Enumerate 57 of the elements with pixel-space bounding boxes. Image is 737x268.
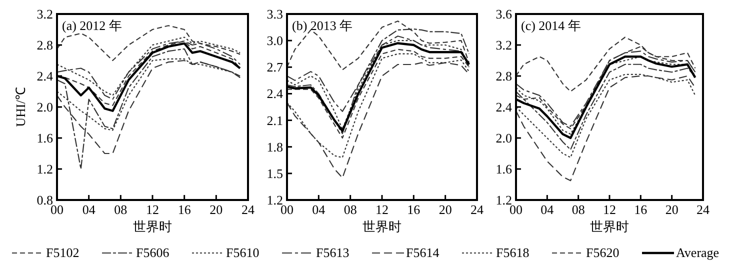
x-tick-label: 20 bbox=[438, 202, 452, 217]
y-tick-label: 2.7 bbox=[266, 60, 284, 75]
y-tick-label: 2.1 bbox=[266, 112, 283, 128]
y-tick-label: 3.0 bbox=[266, 33, 283, 48]
x-tick-label: 12 bbox=[603, 202, 616, 217]
x-tick-label: 12 bbox=[376, 202, 388, 217]
y-tick-label: 2.0 bbox=[36, 100, 53, 114]
x-tick-label: 24 bbox=[470, 202, 484, 217]
y-tick-label: 2.0 bbox=[496, 130, 512, 146]
x-tick-label: 00 bbox=[280, 202, 294, 217]
y-tick-label: 2.4 bbox=[496, 100, 512, 114]
y-axis-title: UHI/℃ bbox=[13, 87, 28, 127]
x-axis-title: 世界时 bbox=[590, 219, 629, 234]
y-tick-label: 2.4 bbox=[266, 86, 284, 102]
y-tick-label: 2.8 bbox=[36, 38, 53, 52]
chart-title: (c) 2014 年 bbox=[521, 18, 581, 33]
x-tick-label: 24 bbox=[242, 202, 255, 217]
x-tick-label: 20 bbox=[210, 202, 223, 217]
y-tick-label: 3.2 bbox=[496, 38, 512, 52]
legend-label: F5620 bbox=[586, 245, 620, 260]
y-tick-label: 1.8 bbox=[266, 139, 283, 154]
y-tick-label: 1.6 bbox=[496, 162, 512, 176]
y-tick-label: 1.2 bbox=[496, 192, 512, 208]
y-tick-label: 3.6 bbox=[496, 6, 512, 22]
x-axis-title: 世界时 bbox=[133, 219, 172, 234]
legend-label: F5606 bbox=[136, 245, 170, 260]
x-tick-label: 20 bbox=[665, 202, 678, 217]
x-axis-title: 世界时 bbox=[362, 219, 402, 234]
legend-label: Average bbox=[676, 245, 720, 260]
x-tick-label: 16 bbox=[178, 202, 192, 217]
chart-title: (a) 2012 年 bbox=[62, 18, 122, 33]
legend-label: F5614 bbox=[406, 245, 440, 260]
legend-label: F5613 bbox=[316, 245, 350, 260]
y-tick-label: 2.8 bbox=[496, 68, 512, 84]
x-tick-label: 08 bbox=[572, 202, 585, 217]
x-tick-label: 00 bbox=[510, 202, 522, 217]
y-tick-label: 0.8 bbox=[36, 192, 53, 208]
x-tick-label: 08 bbox=[114, 202, 128, 217]
y-tick-label: 1.2 bbox=[36, 162, 53, 176]
y-tick-label: 1.2 bbox=[266, 192, 283, 208]
x-tick-label: 24 bbox=[696, 202, 710, 217]
y-tick-label: 2.4 bbox=[36, 68, 54, 84]
y-tick-label: 1.5 bbox=[266, 166, 283, 181]
x-tick-label: 08 bbox=[344, 202, 357, 217]
y-tick-label: 1.6 bbox=[36, 130, 54, 146]
x-tick-label: 04 bbox=[312, 202, 326, 217]
chart-title: (b) 2013 年 bbox=[292, 18, 353, 33]
y-tick-label: 3.3 bbox=[266, 6, 283, 22]
x-tick-label: 16 bbox=[634, 202, 648, 217]
y-tick-label: 3.2 bbox=[36, 6, 53, 22]
legend-label: F5618 bbox=[496, 245, 530, 260]
x-tick-label: 04 bbox=[82, 202, 96, 217]
x-tick-label: 04 bbox=[540, 202, 554, 217]
x-tick-label: 16 bbox=[407, 202, 421, 217]
legend-label: F5102 bbox=[46, 245, 80, 260]
legend-label: F5610 bbox=[226, 245, 260, 260]
x-tick-label: 12 bbox=[146, 202, 159, 217]
